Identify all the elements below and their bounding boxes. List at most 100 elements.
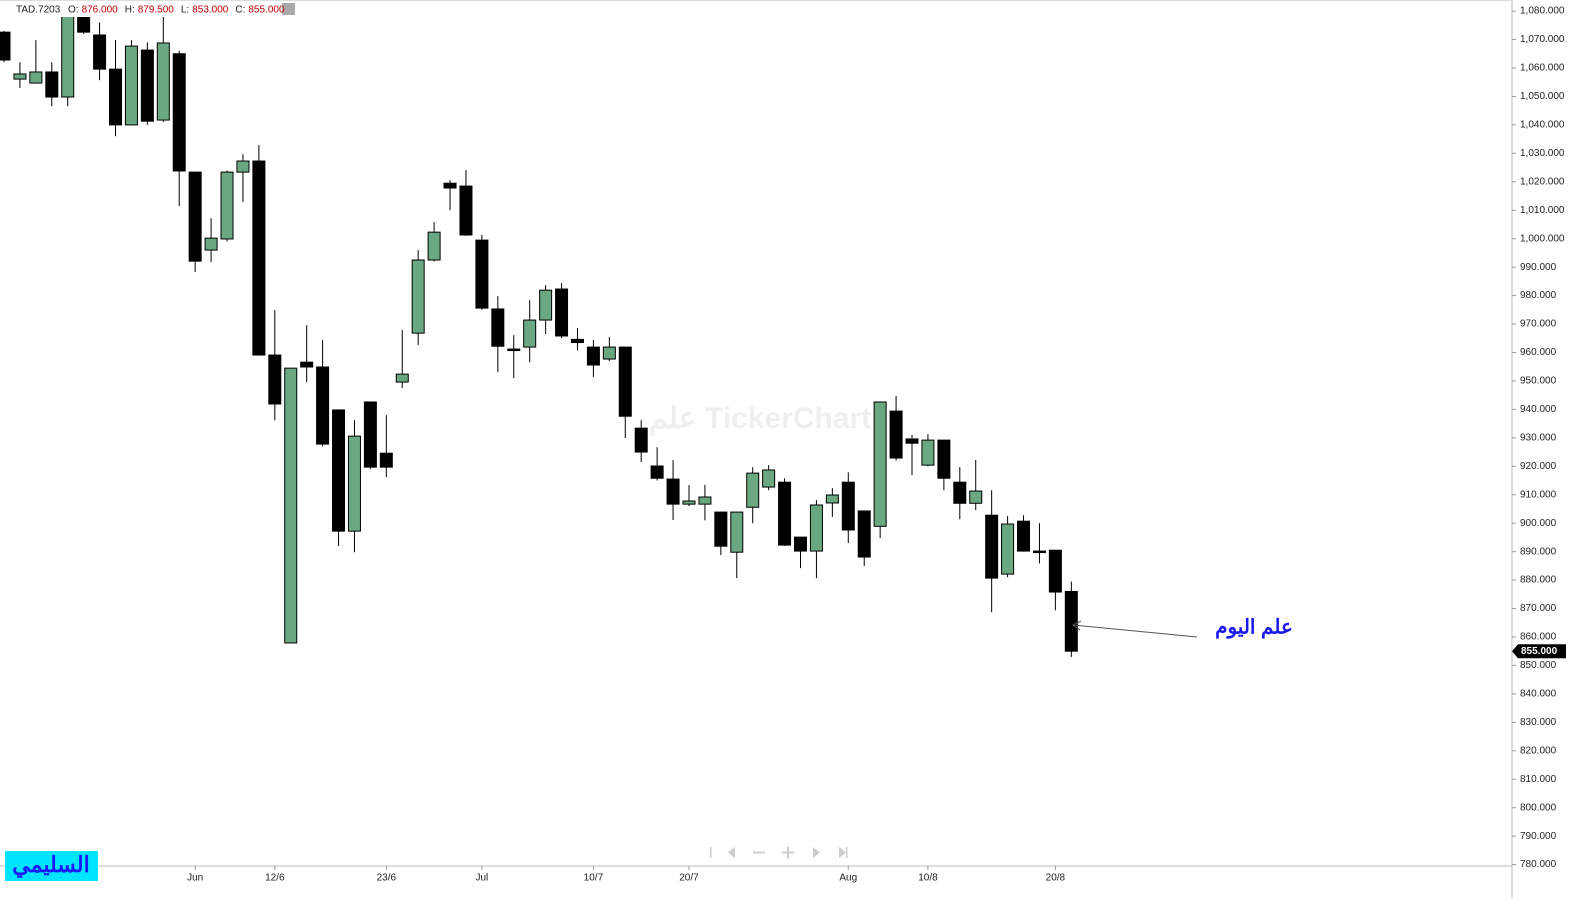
candle-body [602, 346, 616, 360]
candle-body [347, 435, 361, 532]
candle-body [0, 31, 11, 61]
candle-body [427, 231, 441, 261]
badge-box [5, 851, 98, 881]
y-tick-label: 880.000 [1520, 575, 1557, 586]
candle-body [666, 478, 680, 505]
x-tick-label: 10/7 [584, 873, 604, 884]
y-tick-label: 970.000 [1520, 319, 1557, 330]
candle-body [889, 410, 903, 459]
nav-end[interactable] [839, 847, 848, 858]
candle-body [29, 71, 43, 84]
candle-body [921, 439, 935, 466]
candle-body [825, 494, 839, 504]
candle-body [93, 34, 107, 70]
candle-body [937, 439, 951, 479]
y-tick-label: 850.000 [1520, 660, 1557, 671]
nav-zoom-out[interactable] [753, 851, 765, 854]
candle-body [1017, 520, 1031, 552]
candle-body [570, 338, 584, 344]
y-tick-label: 1,070.000 [1520, 34, 1565, 45]
y-tick-label: 1,080.000 [1520, 6, 1565, 17]
x-tick-label: 12/6 [265, 873, 285, 884]
candle-body [730, 511, 744, 553]
more-button[interactable] [282, 3, 295, 15]
header-key: O: [68, 5, 79, 16]
candle-body [778, 481, 792, 546]
price-tag-label: 855.000 [1521, 646, 1558, 657]
candle-body [1048, 549, 1062, 593]
x-tick-label: Jul [476, 873, 489, 884]
nav-controls[interactable] [710, 846, 848, 859]
y-tick-label: 1,040.000 [1520, 120, 1565, 131]
candle-body [1001, 523, 1015, 575]
y-tick-label: 860.000 [1520, 632, 1557, 643]
candle-body [985, 514, 999, 579]
y-tick-label: 800.000 [1520, 802, 1557, 813]
nav-next[interactable] [813, 847, 820, 858]
candle-body [969, 490, 983, 504]
annotation: علم اليوم [1215, 616, 1293, 639]
candle-body [363, 401, 377, 468]
candle-body [873, 401, 887, 527]
candle-body [140, 49, 154, 122]
y-tick-label: 1,020.000 [1520, 176, 1565, 187]
x-tick-label: 23/6 [377, 873, 397, 884]
y-tick-label: 840.000 [1520, 689, 1557, 700]
y-tick-label: 1,030.000 [1520, 148, 1565, 159]
candle-body [156, 42, 170, 121]
candle-body [284, 367, 298, 644]
header-key: H: [125, 5, 135, 16]
y-tick-label: 1,060.000 [1520, 63, 1565, 74]
candle-body [618, 346, 632, 417]
y-tick-label: 940.000 [1520, 404, 1557, 415]
candle-body [188, 171, 202, 262]
candle-body [682, 500, 696, 505]
candle-body [555, 288, 569, 337]
y-tick-label: 790.000 [1520, 831, 1557, 842]
candle-body [124, 45, 138, 126]
nav-start[interactable] [710, 847, 712, 858]
y-tick-label: 1,000.000 [1520, 233, 1565, 244]
candle-body [809, 504, 823, 552]
candle-body [411, 259, 425, 334]
nav-zoom-in[interactable] [782, 846, 794, 859]
header-value: 853.000 [192, 5, 229, 16]
annotation-arrow [1072, 624, 1198, 638]
candle-body [109, 68, 123, 126]
candle-body [905, 438, 919, 444]
header-value: 876.000 [82, 5, 119, 16]
candle-body [586, 346, 600, 366]
y-tick-label: 980.000 [1520, 290, 1557, 301]
arrow-head [1072, 620, 1082, 631]
candle-body [459, 185, 473, 236]
watermark: علم TickerChart [649, 402, 871, 436]
y-tick-label: 820.000 [1520, 745, 1557, 756]
nav-prev[interactable] [728, 847, 735, 858]
candle-body [332, 409, 346, 532]
candle-body [650, 465, 664, 479]
y-tick-label: 870.000 [1520, 603, 1557, 614]
y-tick-label: 950.000 [1520, 376, 1557, 387]
y-tick-label: 930.000 [1520, 432, 1557, 443]
candle-body [953, 481, 967, 504]
x-tick-label: 20/8 [1046, 873, 1066, 884]
candle-body [1032, 550, 1046, 554]
candle-body [491, 308, 505, 347]
candle-body [268, 354, 282, 405]
candle-body [746, 472, 760, 508]
candle-body [698, 496, 712, 505]
y-tick-label: 920.000 [1520, 461, 1557, 472]
y-tick-label: 890.000 [1520, 546, 1557, 557]
candle-body [379, 452, 393, 468]
candle-body [714, 511, 728, 547]
candle-body [45, 71, 59, 98]
y-tick-label: 990.000 [1520, 262, 1557, 273]
y-tick-label: 780.000 [1520, 859, 1557, 870]
candle-body [204, 237, 218, 251]
y-tick-label: 1,010.000 [1520, 205, 1565, 216]
y-tick-label: 910.000 [1520, 489, 1557, 500]
x-tick-label: 10/8 [918, 873, 938, 884]
candle-body [762, 469, 776, 488]
